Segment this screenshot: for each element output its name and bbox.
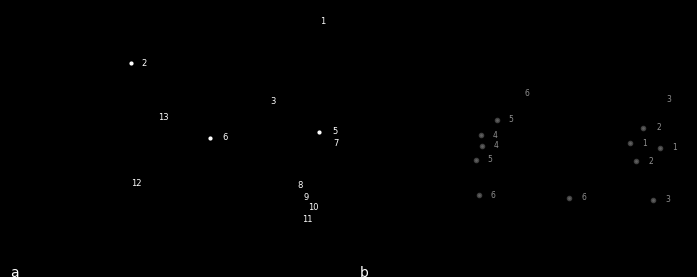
Text: 6: 6 <box>222 134 227 142</box>
Text: 1: 1 <box>672 143 677 153</box>
Text: 4: 4 <box>493 142 498 150</box>
Text: 6: 6 <box>525 88 530 98</box>
Text: 5: 5 <box>488 155 493 165</box>
Text: 2: 2 <box>648 157 653 165</box>
Text: 8: 8 <box>298 181 303 191</box>
Text: 3: 3 <box>665 196 670 204</box>
Text: 3: 3 <box>270 96 275 106</box>
Text: 6: 6 <box>581 194 586 202</box>
Text: 4: 4 <box>493 130 498 140</box>
Text: a: a <box>10 266 19 277</box>
Text: 2: 2 <box>141 58 146 68</box>
Text: 11: 11 <box>302 216 312 224</box>
Text: 7: 7 <box>332 140 338 148</box>
Text: 5: 5 <box>509 116 514 124</box>
Text: 13: 13 <box>158 114 169 122</box>
Text: 5: 5 <box>332 127 338 135</box>
Text: 1: 1 <box>642 138 647 147</box>
Text: 1: 1 <box>320 17 325 27</box>
Text: 9: 9 <box>304 194 309 202</box>
Text: b: b <box>360 266 369 277</box>
Text: 3: 3 <box>666 94 671 104</box>
Text: 10: 10 <box>308 204 319 212</box>
Text: 6: 6 <box>491 191 496 199</box>
Text: 2: 2 <box>656 124 661 132</box>
Text: 12: 12 <box>131 178 141 188</box>
